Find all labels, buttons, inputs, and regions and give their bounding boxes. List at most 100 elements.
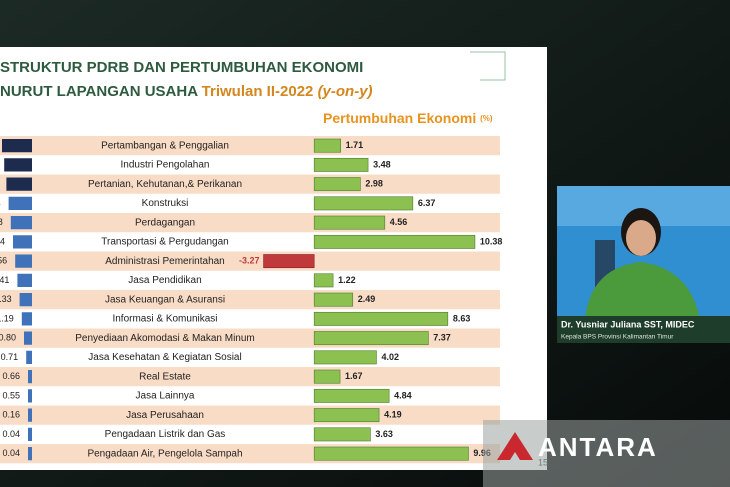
row-band (0, 290, 500, 310)
structure-label: 1.56 (0, 256, 7, 266)
category-label: Jasa Pendidikan (128, 275, 201, 286)
watermark-text: ANTARA (538, 432, 658, 462)
category-label: Pertanian, Kehutanan,& Perikanan (88, 179, 242, 190)
bar (313, 311, 449, 326)
structure-label: 0.80 (0, 333, 16, 343)
structure-label: 3.14 (0, 236, 5, 246)
structure-bar (6, 177, 33, 191)
structure-label: 1.41 (0, 275, 9, 285)
structure-label: 3 (0, 198, 1, 208)
row-band (0, 405, 500, 425)
bar (313, 196, 414, 211)
subtitle-suffix: (y-on-y) (318, 83, 373, 100)
structure-bar (8, 196, 32, 210)
structure-bar (13, 235, 32, 249)
structure-bar (10, 216, 33, 230)
structure-bar (19, 293, 32, 307)
chart-rows: Pertambangan & Penggalian Industri Pengol… (0, 136, 503, 464)
structure-bar (28, 447, 32, 461)
bar (263, 254, 315, 269)
structure-label: 0.16 (2, 410, 20, 420)
value-label: 1.71 (346, 140, 364, 150)
bar (313, 408, 380, 423)
row-band (0, 136, 500, 156)
value-label: 4.02 (381, 352, 399, 362)
speaker-role: Kepala BPS Provinsi Kalimantan Timur (561, 334, 674, 341)
value-label: 3.63 (375, 429, 393, 439)
slide-subtitle: NURUT LAPANGAN USAHA Triwulan II-2022 (y… (0, 83, 373, 100)
value-label: 1.22 (338, 275, 356, 285)
category-label: Industri Pengolahan (121, 160, 210, 171)
bar (313, 234, 476, 249)
category-label: Jasa Perusahaan (126, 410, 204, 421)
bar (313, 388, 390, 403)
bar (313, 157, 369, 172)
category-label: Administrasi Pemerintahan (105, 256, 225, 267)
watermark: ANTARA (483, 420, 730, 487)
value-label: 2.49 (358, 294, 376, 304)
row-band (0, 174, 500, 194)
name-bar (557, 316, 730, 343)
category-label: Penyediaan Akomodasi & Makan Minum (75, 333, 255, 344)
structure-bar (28, 370, 32, 384)
category-label: Transportasi & Pergudangan (101, 237, 229, 248)
structure-label: 08 (0, 217, 3, 227)
value-label: 7.37 (433, 333, 451, 343)
slide-title: STRUKTUR PDRB DAN PERTUMBUHAN EKONOMI (0, 59, 363, 76)
bar (313, 350, 377, 365)
value-unit: (%) (480, 114, 493, 123)
value-label: 4.84 (394, 390, 412, 400)
bar (313, 369, 341, 384)
structure-bar (21, 312, 32, 326)
structure-bar (26, 350, 32, 364)
speaker-body (585, 262, 700, 320)
structure-label: 0.04 (2, 429, 20, 439)
value-header: Pertumbuhan Ekonomi (%) (323, 110, 493, 126)
bar (313, 292, 354, 307)
value-label: 10.38 (480, 236, 503, 246)
bar (313, 138, 341, 153)
value-header-text: Pertumbuhan Ekonomi (323, 110, 476, 126)
structure-bar (2, 139, 32, 153)
structure-label: 0.71 (1, 352, 19, 362)
bar (313, 446, 469, 461)
webcam: Dr. Yusniar Juliana SST, MIDEC Kepala BP… (557, 186, 730, 343)
structure-label: 0.66 (2, 371, 20, 381)
value-label: 6.37 (418, 198, 436, 208)
structure-bar (24, 331, 32, 345)
row-band (0, 213, 500, 233)
watermark-logo (497, 432, 533, 460)
value-label: 1.67 (345, 371, 363, 381)
title-decoration (470, 51, 506, 81)
row-band (0, 367, 500, 387)
subtitle-main: NURUT LAPANGAN USAHA (0, 83, 198, 100)
category-label: Pertambangan & Penggalian (101, 140, 229, 151)
bar (313, 273, 334, 288)
value-label: 2.98 (365, 179, 383, 189)
category-label: Real Estate (139, 371, 191, 382)
structure-label: 1.33 (0, 294, 12, 304)
structure-bar (28, 427, 32, 441)
category-label: Jasa Lainnya (136, 391, 195, 402)
subtitle-period: Triwulan II-2022 (202, 83, 314, 100)
category-label: Jasa Keuangan & Asuransi (105, 294, 225, 305)
structure-bar (28, 389, 32, 403)
value-label: -3.27 (239, 256, 260, 266)
speaker-name: Dr. Yusniar Juliana SST, MIDEC (561, 319, 695, 329)
category-label: Pengadaan Air, Pengelola Sampah (87, 448, 242, 459)
category-label: Konstruksi (142, 198, 189, 209)
structure-label: 1.19 (0, 313, 14, 323)
category-label: Informasi & Komunikasi (112, 314, 217, 325)
bar (313, 331, 429, 346)
value-label: 3.48 (373, 159, 391, 169)
structure-bar (15, 254, 32, 268)
category-label: Perdagangan (135, 217, 195, 228)
structure-bar (17, 273, 32, 287)
value-label: 9.96 (473, 448, 491, 458)
bar (313, 215, 386, 230)
structure-label: 0.04 (2, 448, 20, 458)
structure-bar (28, 408, 32, 422)
bar (313, 427, 371, 442)
category-label: Jasa Kesehatan & Kegiatan Sosial (88, 352, 241, 363)
